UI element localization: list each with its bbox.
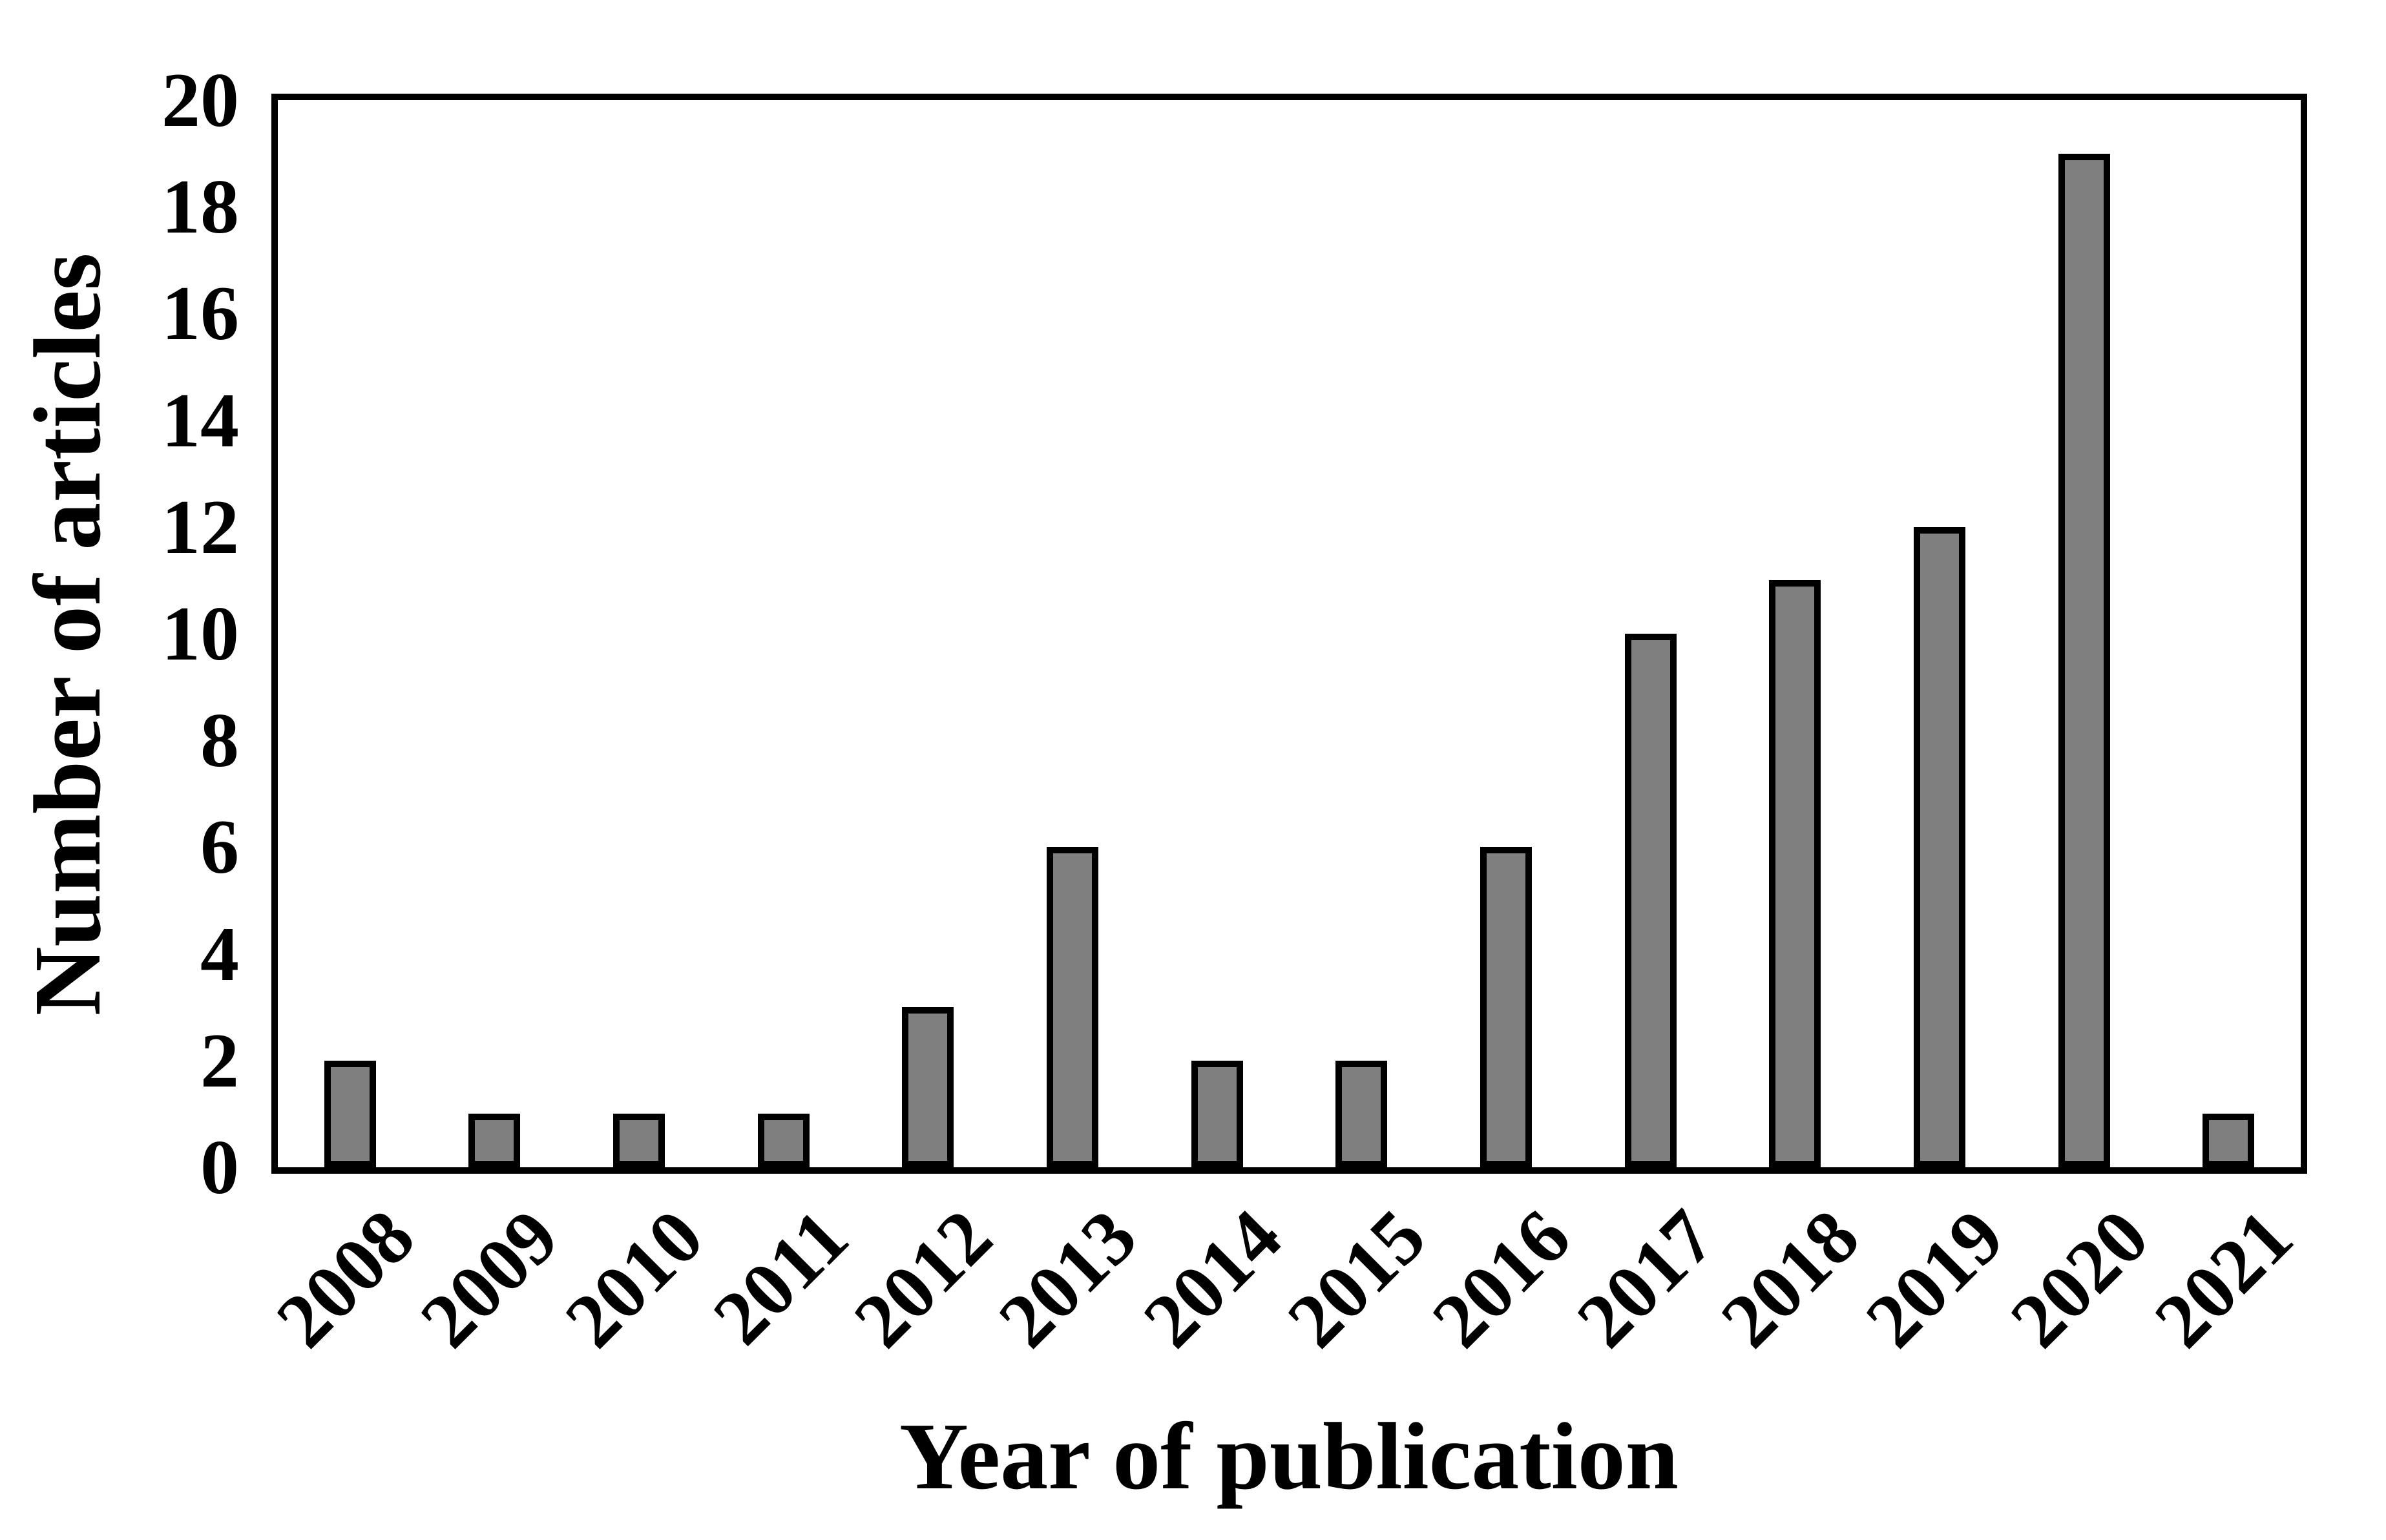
bar-2017 [1624, 634, 1677, 1167]
bar-2008 [324, 1061, 376, 1167]
y-tick-label-20: 20 [162, 57, 239, 143]
x-tick-label-2013: 2013 [982, 1193, 1153, 1364]
y-tick-label-4: 4 [200, 911, 239, 997]
bar-2015 [1335, 1061, 1388, 1167]
bar-2014 [1191, 1061, 1243, 1167]
y-tick-label-6: 6 [200, 804, 239, 890]
y-axis-title: Number of articles [15, 253, 121, 1016]
x-tick-label-2017: 2017 [1560, 1193, 1732, 1364]
bar-2012 [902, 1007, 954, 1167]
bar-2011 [757, 1114, 810, 1167]
x-tick-label-2009: 2009 [404, 1193, 575, 1364]
x-tick-label-2021: 2021 [2138, 1193, 2309, 1364]
bar-2018 [1769, 580, 1821, 1167]
bar-2013 [1047, 847, 1099, 1167]
bar-2019 [1913, 527, 1965, 1167]
x-tick-label-2010: 2010 [549, 1193, 720, 1364]
y-tick-label-0: 0 [200, 1124, 239, 1210]
x-tick-label-2018: 2018 [1704, 1193, 1876, 1364]
y-tick-label-10: 10 [162, 590, 239, 676]
x-tick-label-2012: 2012 [837, 1193, 1009, 1364]
x-tick-label-2014: 2014 [1127, 1193, 1298, 1364]
y-tick-label-8: 8 [200, 697, 239, 783]
x-tick-label-2015: 2015 [1271, 1193, 1442, 1364]
plot-area [271, 94, 2307, 1174]
x-axis-title: Year of publication [899, 1404, 1679, 1510]
bar-2021 [2203, 1114, 2255, 1167]
bar-2016 [1480, 847, 1532, 1167]
x-tick-label-2008: 2008 [260, 1193, 431, 1364]
bar-2020 [2058, 154, 2110, 1167]
y-tick-label-12: 12 [162, 484, 239, 570]
x-tick-label-2019: 2019 [1849, 1193, 2020, 1364]
x-tick-label-2020: 2020 [1994, 1193, 2165, 1364]
y-tick-label-14: 14 [162, 377, 239, 463]
y-tick-label-18: 18 [162, 163, 239, 249]
x-tick-label-2011: 2011 [696, 1193, 864, 1361]
y-tick-label-2: 2 [200, 1017, 239, 1103]
x-tick-label-2016: 2016 [1416, 1193, 1587, 1364]
bar-2010 [613, 1114, 665, 1167]
y-tick-label-16: 16 [162, 270, 239, 356]
bar-2009 [468, 1114, 521, 1167]
